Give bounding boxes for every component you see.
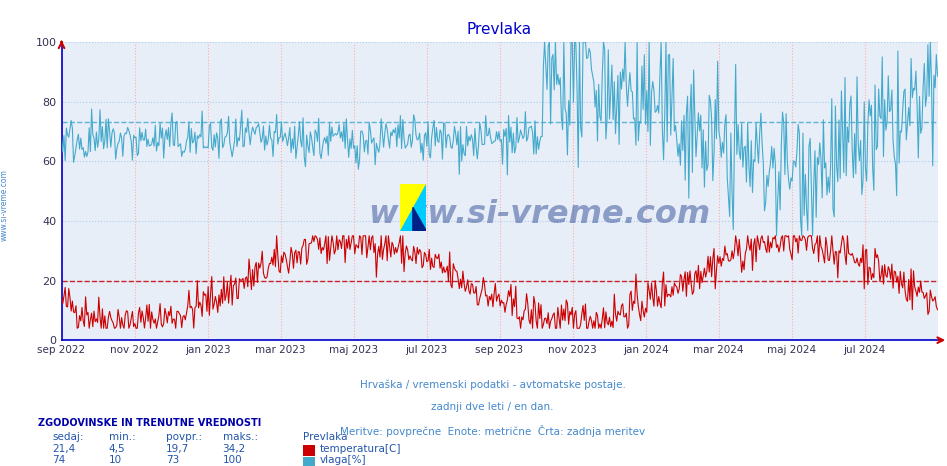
Polygon shape xyxy=(400,184,426,231)
Text: 34,2: 34,2 xyxy=(223,444,246,454)
Text: povpr.:: povpr.: xyxy=(166,432,202,442)
Text: zadnji dve leti / en dan.: zadnji dve leti / en dan. xyxy=(431,402,554,412)
Text: 4,5: 4,5 xyxy=(109,444,126,454)
Text: temperatura[C]: temperatura[C] xyxy=(320,444,402,454)
Text: 74: 74 xyxy=(52,455,65,465)
Text: maks.:: maks.: xyxy=(223,432,258,442)
Text: www.si-vreme.com: www.si-vreme.com xyxy=(368,199,710,230)
Text: 10: 10 xyxy=(109,455,122,465)
Text: 19,7: 19,7 xyxy=(166,444,189,454)
Text: 73: 73 xyxy=(166,455,179,465)
Text: Meritve: povprečne  Enote: metrične  Črta: zadnja meritev: Meritve: povprečne Enote: metrične Črta:… xyxy=(340,425,645,437)
Text: Hrvaška / vremenski podatki - avtomatske postaje.: Hrvaška / vremenski podatki - avtomatske… xyxy=(360,380,625,391)
Text: www.si-vreme.com: www.si-vreme.com xyxy=(0,169,9,241)
Text: 100: 100 xyxy=(223,455,242,465)
Polygon shape xyxy=(413,207,426,231)
Title: Prevlaka: Prevlaka xyxy=(467,21,532,37)
Text: sedaj:: sedaj: xyxy=(52,432,83,442)
Polygon shape xyxy=(400,184,426,231)
Text: min.:: min.: xyxy=(109,432,135,442)
Text: 21,4: 21,4 xyxy=(52,444,76,454)
Text: ZGODOVINSKE IN TRENUTNE VREDNOSTI: ZGODOVINSKE IN TRENUTNE VREDNOSTI xyxy=(38,418,261,428)
Text: Prevlaka: Prevlaka xyxy=(303,432,348,442)
Text: vlaga[%]: vlaga[%] xyxy=(320,455,366,465)
